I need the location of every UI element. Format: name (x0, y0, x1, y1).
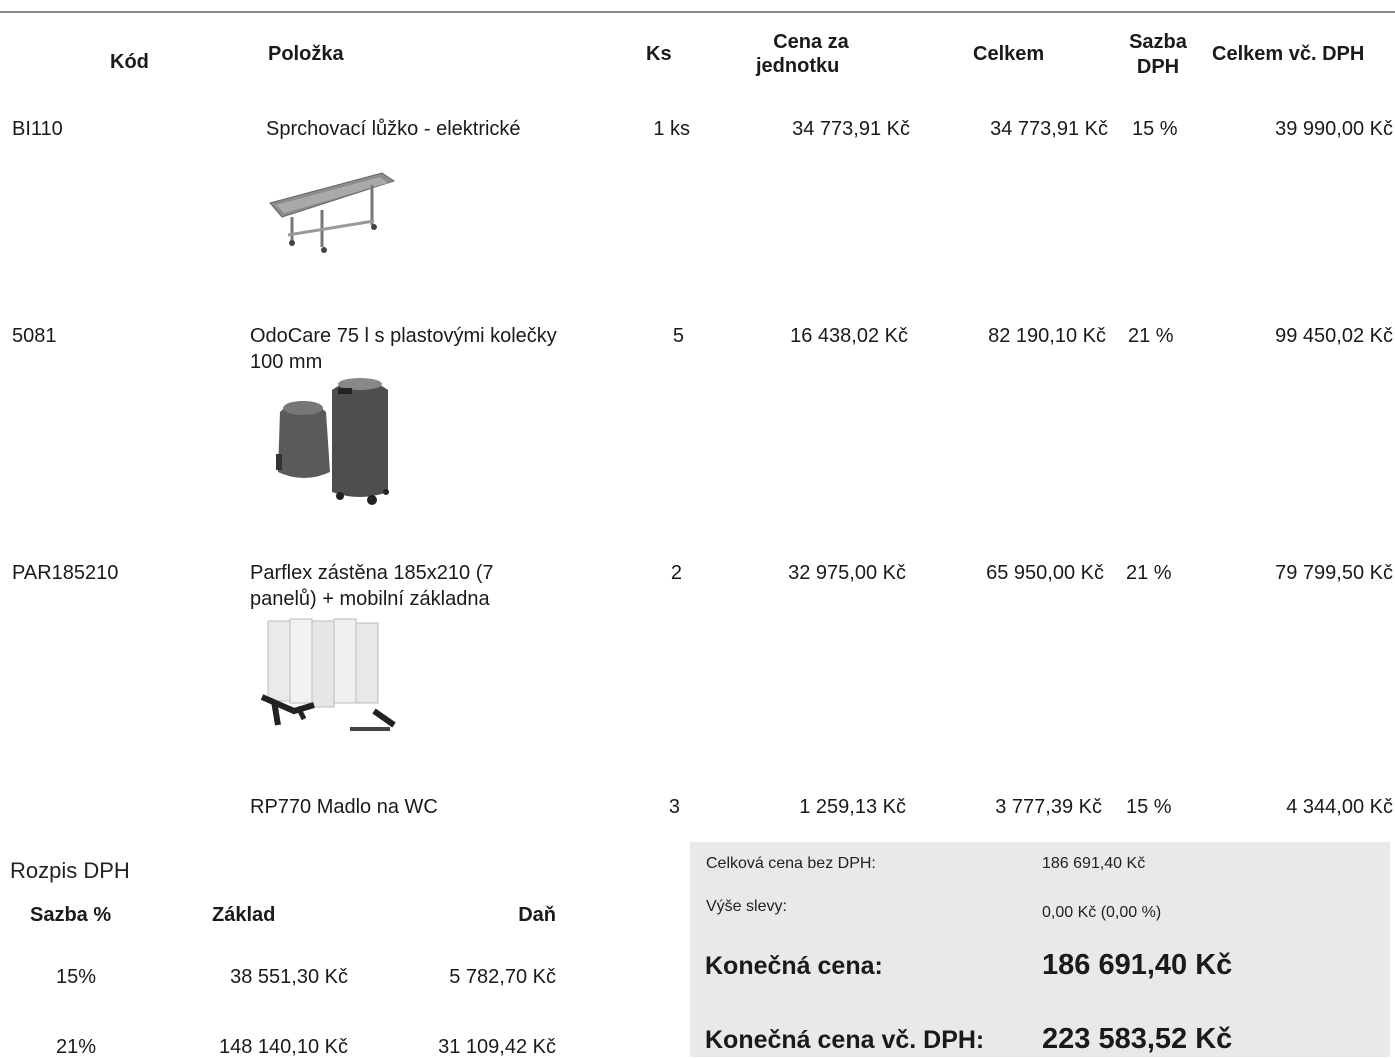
row-ks: 5 (672, 325, 684, 347)
vat-zaklad: 148 140,10 Kč (219, 1036, 348, 1058)
header-celkem: Celkem (973, 43, 1045, 65)
row-celkem: 3 777,39 Kč (995, 796, 1102, 818)
row-sazba: 21 % (1126, 562, 1172, 584)
row-cena: 32 975,00 Kč (788, 562, 906, 584)
vat-dan: 5 782,70 Kč (449, 966, 556, 988)
header-kod: Kód (110, 51, 149, 73)
header-cena-za: Cena za (773, 31, 849, 53)
row-ks: 2 (670, 562, 682, 584)
row-kod: BI110 (12, 118, 63, 140)
row-sazba: 21 % (1128, 325, 1174, 347)
row-ks: 3 (668, 796, 680, 818)
header-jednotku: jednotku (756, 55, 840, 77)
row-ks: 1 ks (653, 118, 690, 140)
row-cena: 34 773,91 Kč (792, 118, 910, 140)
vat-breakdown-title: Rozpis DPH (10, 858, 130, 883)
discount-value: 0,00 Kč (0,00 %) (1042, 904, 1162, 921)
row-sazba: 15 % (1126, 796, 1172, 818)
price-summary-box: Celková cena bez DPH: 186 691,40 Kč Výše… (690, 842, 1390, 1057)
row-celkem: 34 773,91 Kč (990, 118, 1108, 140)
total-without-vat-value: 186 691,40 Kč (1042, 855, 1146, 872)
row-kod: PAR185210 (12, 562, 119, 584)
row-celkem: 82 190,10 Kč (988, 325, 1106, 347)
total-without-vat-label: Celková cena bez DPH: (706, 855, 876, 872)
row-polozka: Parflex zástěna 185x210 (7 panelů) + mob… (250, 562, 494, 610)
row-celkem-dph: 4 344,00 Kč (1286, 796, 1393, 818)
row-celkem-dph: 79 799,50 Kč (1275, 562, 1393, 584)
discount-label: Výše slevy: (706, 898, 787, 915)
final-price-vat-label: Konečná cena vč. DPH: (705, 1026, 985, 1054)
vat-dan: 31 109,42 Kč (438, 1036, 556, 1058)
row-kod: 5081 (12, 325, 57, 347)
header-celkem-vc-dph: Celkem vč. DPH (1212, 43, 1365, 65)
vat-header-zaklad: Základ (212, 904, 276, 926)
header-dph: DPH (1136, 56, 1180, 78)
final-price-vat-value: 223 583,52 Kč (1042, 1023, 1233, 1055)
shower-bed-image (269, 172, 396, 253)
header-polozka: Položka (268, 43, 344, 65)
row-cena: 1 259,13 Kč (799, 796, 906, 818)
row-polozka: Sprchovací lůžko - elektrické (266, 118, 521, 140)
header-sazba: Sazba (1129, 31, 1187, 53)
vat-sazba: 15% (55, 966, 97, 988)
row-celkem: 65 950,00 Kč (986, 562, 1104, 584)
vat-zaklad: 38 551,30 Kč (230, 966, 348, 988)
vat-sazba: 21% (55, 1036, 97, 1058)
final-price-value: 186 691,40 Kč (1042, 949, 1233, 981)
vat-header-sazba: Sazba % (30, 904, 112, 926)
row-celkem-dph: 39 990,00 Kč (1275, 118, 1393, 140)
row-sazba: 15 % (1132, 118, 1178, 140)
row-polozka: OdoCare 75 l s plastovými kolečky 100 mm (250, 325, 557, 373)
row-cena: 16 438,02 Kč (790, 325, 908, 347)
folding-screen-image (260, 618, 396, 731)
top-divider (0, 11, 1395, 13)
vat-header-dan: Daň (518, 904, 556, 926)
row-celkem-dph: 99 450,02 Kč (1275, 325, 1393, 347)
header-ks: Ks (646, 43, 672, 65)
row-polozka: RP770 Madlo na WC (250, 796, 438, 818)
waste-bins-image (276, 378, 389, 505)
final-price-label: Konečná cena: (705, 952, 883, 980)
